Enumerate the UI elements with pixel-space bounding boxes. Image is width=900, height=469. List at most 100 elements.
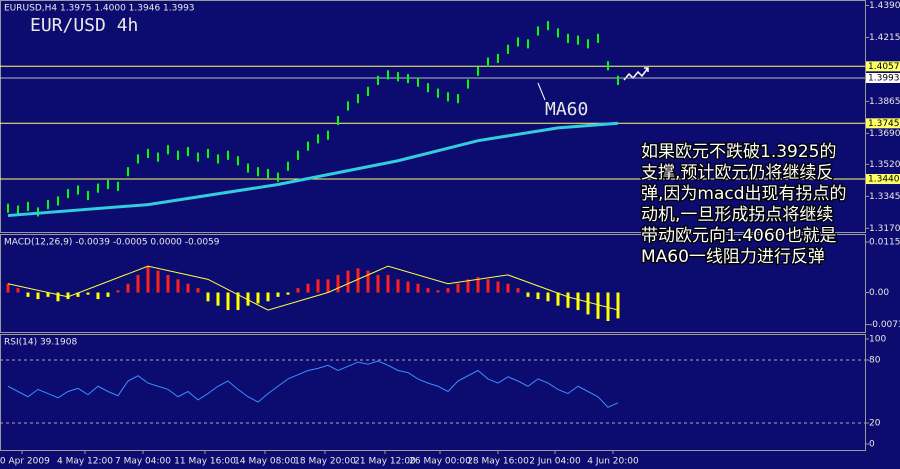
x-tick-label: 11 May 16:00: [174, 457, 236, 467]
macd-bar: [476, 277, 480, 293]
macd-bar: [406, 281, 410, 293]
macd-bar: [156, 270, 160, 293]
macd-bar: [446, 288, 450, 293]
y-tick-label: 20: [869, 419, 881, 429]
macd-bar: [466, 279, 470, 293]
x-tick-label: 28 May 16:00: [467, 457, 529, 467]
level-label-box: [866, 118, 900, 129]
level-label-box: [866, 61, 900, 72]
macd-bar: [366, 270, 370, 293]
macd-bar: [206, 292, 210, 302]
macd-bar: [166, 274, 170, 293]
level-label: 1.4057: [868, 62, 900, 72]
macd-bar: [276, 292, 280, 297]
rsi-title: RSI(14) 39.1908: [4, 338, 77, 348]
macd-bar: [576, 292, 580, 311]
macd-bar: [506, 283, 510, 293]
ma-line: [7, 121, 619, 218]
macd-bar: [286, 292, 290, 295]
macd-bar: [216, 292, 220, 306]
macd-title: MACD(12,26,9) -0.0039 -0.0005 0.0000 -0.…: [4, 238, 220, 248]
annotation: MA60一线阻力进行反弹: [641, 247, 825, 267]
y-tick-label: 1.3865: [869, 97, 900, 107]
y-tick-label: 80: [869, 356, 881, 366]
y-tick-label: 1.3170: [869, 224, 900, 234]
macd-bar: [136, 274, 140, 293]
price-label: 1.3993: [868, 74, 900, 84]
macd-bar: [516, 288, 520, 293]
macd-bar: [306, 283, 310, 293]
macd-bar: [146, 266, 150, 293]
macd-bar: [16, 288, 20, 293]
macd-bar: [596, 292, 600, 319]
macd-bar: [356, 268, 360, 293]
y-tick-label: 0.0115: [869, 238, 900, 248]
level-label: 1.3440: [868, 175, 900, 185]
macd-bar: [316, 279, 320, 293]
price-label-box: [866, 73, 900, 84]
macd-bar: [196, 288, 200, 293]
macd-bar: [336, 274, 340, 293]
macd-bar: [96, 292, 100, 300]
x-tick-label: 30 Apr 2009: [0, 457, 50, 467]
macd-bar: [66, 292, 70, 300]
macd-bar: [116, 290, 120, 293]
ma-label: MA60: [545, 99, 588, 120]
macd-bar: [606, 292, 610, 322]
level-label: 1.3745: [868, 119, 900, 129]
y-tick-label: 0: [869, 440, 875, 450]
macd-bar: [546, 292, 550, 302]
macd-bar: [426, 288, 430, 293]
panel-frames: [0, 0, 866, 451]
x-tick-label: 4 Jun 20:00: [587, 457, 639, 467]
macd-bar: [36, 292, 40, 300]
macd-bar: [346, 270, 350, 293]
x-tick-label: 14 May 08:00: [234, 457, 296, 467]
macd-bar: [396, 279, 400, 293]
x-tick-label: 2 Jun 04:00: [529, 457, 581, 467]
x-tick-label: 26 May 00:00: [409, 457, 471, 467]
macd-bar: [496, 281, 500, 293]
macd-bar: [46, 292, 50, 297]
macd-bar: [566, 292, 570, 308]
macd-bar: [246, 292, 250, 306]
macd-bar: [326, 279, 330, 293]
macd-bar: [376, 274, 380, 293]
macd-bar: [106, 292, 110, 297]
macd-bar: [26, 292, 30, 297]
annotation: 如果欧元不跌破1.3925的: [641, 142, 836, 162]
y-tick-label: 1.3690: [869, 129, 900, 139]
macd-bar: [296, 288, 300, 293]
rsi-line: [7, 360, 619, 408]
macd-bar: [416, 283, 420, 293]
y-tick-label: 100: [869, 335, 886, 345]
main-title: EURUSD,H4 1.3975 1.4000 1.3946 1.3993: [4, 4, 195, 14]
macd-bar: [456, 283, 460, 293]
annotation: 动机,一旦形成拐点将继续: [641, 205, 833, 225]
annotation: 支撑,预计欧元仍将继续反: [641, 163, 833, 183]
annotation: 弹,因为macd出现有拐点的: [641, 184, 847, 204]
y-tick-label: -0.0073: [869, 320, 900, 330]
annotation: 带动欧元向1.4060也就是: [641, 226, 836, 246]
x-tick-label: 4 May 12:00: [57, 457, 113, 467]
y-tick-label: 0.00: [869, 288, 889, 298]
macd-bar: [236, 292, 240, 311]
macd-bar: [616, 292, 620, 319]
y-tick-label: 1.4215: [869, 33, 900, 43]
annotation-pointer: [537, 82, 546, 101]
subtitle: EUR/USD 4h: [30, 15, 138, 36]
macd-bar: [556, 292, 560, 306]
y-tick-label: 1.3345: [869, 192, 900, 202]
macd-bar: [526, 292, 530, 297]
y-tick-label: 1.4390: [869, 1, 900, 11]
macd-bar: [86, 292, 90, 295]
macd-bar: [76, 292, 80, 297]
arrow: [623, 67, 649, 81]
level-label-box: [866, 174, 900, 185]
y-tick-label: 1.3520: [869, 160, 900, 170]
macd-bar: [586, 292, 590, 315]
macd-bar: [226, 292, 230, 311]
macd-bar: [486, 279, 490, 293]
macd-bar: [386, 274, 390, 293]
